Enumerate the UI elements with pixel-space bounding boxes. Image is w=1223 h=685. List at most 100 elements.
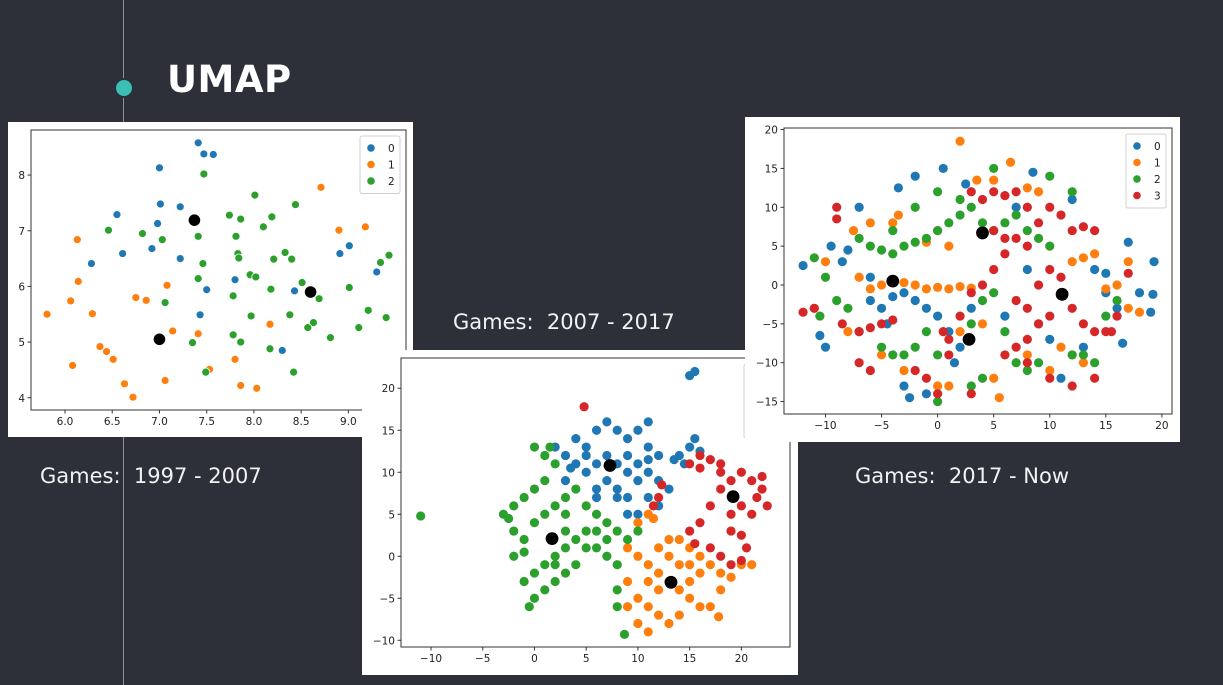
data-point: [384, 250, 394, 260]
data-point: [977, 194, 988, 205]
data-point: [726, 476, 736, 486]
data-point: [199, 149, 209, 159]
data-point: [933, 225, 943, 236]
data-point: [921, 389, 932, 399]
data-point: [876, 303, 887, 313]
data-point: [955, 327, 965, 337]
data-point: [224, 210, 234, 220]
data-point: [1045, 334, 1055, 344]
data-point: [910, 295, 920, 306]
data-point: [716, 484, 726, 494]
data-point: [690, 366, 700, 377]
series-0: [798, 163, 1159, 403]
data-point: [175, 202, 185, 212]
data-point: [230, 354, 240, 364]
data-point: [1045, 373, 1055, 383]
data-point: [602, 417, 612, 427]
data-point: [560, 492, 571, 503]
y-tick-label: −10: [756, 358, 778, 370]
x-tick-label: 0: [934, 420, 941, 432]
data-point: [938, 327, 948, 337]
data-point: [363, 305, 373, 315]
data-point: [726, 509, 736, 519]
data-point: [509, 501, 519, 511]
data-point: [1146, 307, 1156, 317]
data-point: [1067, 194, 1077, 205]
legend-marker: [1133, 175, 1141, 183]
data-point: [933, 282, 943, 292]
data-point: [198, 259, 208, 268]
legend-marker: [367, 177, 375, 185]
data-point: [188, 338, 197, 348]
data-point: [208, 150, 218, 159]
data-point: [716, 467, 726, 477]
data-point: [354, 323, 364, 333]
data-point: [265, 344, 275, 354]
data-point: [944, 350, 954, 360]
data-point: [591, 425, 602, 435]
axes-frame: [400, 357, 791, 648]
data-point: [815, 330, 825, 341]
data-point: [674, 560, 684, 570]
data-point: [654, 610, 664, 620]
data-point: [1112, 311, 1122, 321]
data-point: [289, 367, 298, 377]
data-point: [236, 214, 246, 224]
data-point: [854, 358, 864, 368]
data-point: [1123, 303, 1133, 313]
x-tick-label: 8.0: [246, 416, 263, 428]
data-point: [633, 551, 643, 561]
data-point: [622, 534, 633, 545]
data-point: [287, 254, 297, 264]
data-point: [540, 585, 550, 595]
data-point: [888, 292, 898, 302]
data-point: [1022, 241, 1032, 251]
data-point: [648, 501, 659, 511]
data-point: [736, 530, 746, 540]
data-point: [633, 618, 643, 629]
data-point: [360, 222, 370, 232]
data-point: [705, 560, 715, 570]
data-point: [832, 202, 842, 212]
data-point: [147, 244, 157, 253]
x-tick-label: −10: [814, 420, 836, 432]
data-point: [854, 327, 864, 337]
data-point: [1000, 191, 1010, 201]
data-point: [643, 627, 653, 637]
y-tick-label: 20: [765, 125, 778, 137]
data-point: [695, 551, 705, 561]
data-point: [865, 218, 875, 228]
data-point: [690, 539, 700, 549]
x-tick-label: 0: [531, 653, 538, 665]
data-point: [726, 572, 736, 582]
data-point: [685, 576, 695, 587]
data-point: [938, 163, 948, 174]
data-point: [571, 484, 581, 494]
legend-label: 2: [388, 176, 395, 188]
centroid-point: [962, 332, 976, 346]
data-point: [921, 373, 932, 383]
data-point: [654, 543, 664, 553]
data-point: [865, 365, 875, 376]
legend-label: 1: [388, 160, 395, 172]
data-point: [848, 225, 859, 236]
data-point: [619, 629, 630, 639]
data-point: [820, 257, 831, 267]
data-point: [1022, 350, 1032, 360]
data-point: [989, 163, 999, 174]
data-point: [1101, 268, 1111, 278]
data-point: [540, 450, 550, 461]
x-tick-label: −5: [874, 420, 889, 432]
data-point: [622, 450, 633, 461]
data-point: [153, 219, 162, 228]
data-point: [1078, 350, 1089, 360]
data-point: [160, 376, 170, 385]
data-point: [1067, 381, 1077, 391]
series-2: [809, 163, 1122, 407]
data-point: [820, 272, 831, 282]
data-point: [1045, 241, 1055, 251]
series-0: [87, 138, 382, 355]
legend-label: 0: [388, 143, 395, 155]
data-point: [193, 274, 203, 284]
data-point: [1056, 272, 1066, 282]
